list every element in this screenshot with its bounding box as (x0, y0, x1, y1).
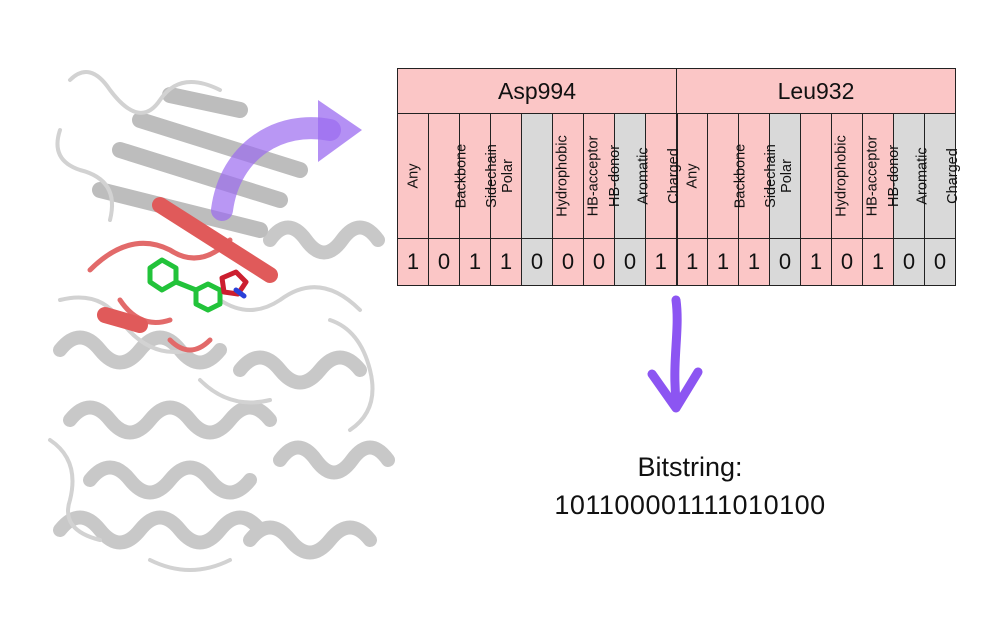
feature-cell-asp994-hb-acceptor: HB-acceptor (552, 113, 601, 239)
feature-cell-asp994-aromatic: Aromatic (614, 113, 652, 239)
bit-cell-leu932-charged: 0 (924, 238, 956, 286)
bit-cell-leu932-sidechain: 1 (738, 238, 770, 286)
interaction-fingerprint-table: Asp994 Leu932 Any Backbone Sidechain Polar H… (397, 68, 961, 286)
bit-cell-leu932-backbone: 1 (707, 238, 739, 286)
bit-cell-asp994-any: 1 (397, 238, 429, 286)
bitstring-value: 101100001111010100 (554, 490, 826, 520)
feature-cell-asp994-backbone: Backbone (428, 113, 469, 239)
feature-label: HB-donor (607, 144, 624, 208)
residue-header-leu932: Leu932 (676, 68, 956, 114)
feature-label: Polar (499, 159, 516, 193)
feature-label: Aromatic (914, 147, 931, 205)
feature-cell-asp994-sidechain: Sidechain (459, 113, 500, 239)
feature-label: Sidechain (483, 144, 500, 208)
feature-cell-leu932-sidechain: Sidechain (738, 113, 779, 239)
feature-cell-asp994-any: Any (397, 113, 429, 239)
bit-cell-asp994-hb-donor: 0 (583, 238, 615, 286)
feature-label: Aromatic (635, 147, 652, 205)
bitstring-label: Bitstring: (637, 452, 743, 482)
residue-header-asp994: Asp994 (397, 68, 677, 114)
feature-cell-leu932-hydrophobic: Hydrophobic (800, 113, 850, 239)
bit-cell-leu932-hb-acceptor: 0 (831, 238, 863, 286)
feature-label: HB-acceptor (864, 135, 881, 217)
feature-label: Polar (778, 159, 795, 193)
protein-structure-image (48, 70, 395, 572)
feature-cell-leu932-polar: Polar (769, 113, 801, 239)
feature-cell-leu932-hb-acceptor: HB-acceptor (831, 113, 880, 239)
feature-cell-leu932-any: Any (676, 113, 708, 239)
bit-cell-leu932-hydrophobic: 1 (800, 238, 832, 286)
feature-label: Hydrophobic (833, 135, 850, 217)
bit-cell-asp994-aromatic: 0 (614, 238, 646, 286)
feature-cell-asp994-hydrophobic: Hydrophobic (521, 113, 571, 239)
feature-cell-asp994-charged: Charged (645, 113, 682, 239)
feature-label: Any (405, 163, 421, 189)
feature-label-row: Any Backbone Sidechain Polar Hydrophobic HB-a… (397, 113, 961, 239)
feature-label: Sidechain (762, 144, 779, 208)
feature-label: Any (684, 163, 701, 189)
bit-cell-leu932-aromatic: 0 (893, 238, 925, 286)
feature-label: Charged (665, 148, 682, 204)
bit-cell-asp994-backbone: 0 (428, 238, 460, 286)
bit-cell-leu932-polar: 0 (769, 238, 801, 286)
feature-label: Backbone (453, 143, 470, 209)
feature-label: Backbone (732, 143, 749, 209)
residue-header-row: Asp994 Leu932 (397, 68, 956, 114)
bit-cell-asp994-charged: 1 (645, 238, 678, 286)
feature-label: HB-donor (886, 144, 903, 208)
bit-cell-asp994-hydrophobic: 0 (521, 238, 553, 286)
feature-label: HB-acceptor (585, 135, 602, 217)
down-arrow-icon (647, 295, 703, 413)
feature-cell-asp994-hb-donor: HB-donor (583, 113, 623, 239)
feature-cell-leu932-backbone: Backbone (707, 113, 748, 239)
bit-cell-asp994-hb-acceptor: 0 (552, 238, 584, 286)
feature-cell-asp994-polar: Polar (490, 113, 522, 239)
bit-cell-leu932-hb-donor: 1 (862, 238, 894, 286)
feature-cell-leu932-hb-donor: HB-donor (862, 113, 902, 239)
bit-cell-leu932-any: 1 (676, 238, 708, 286)
feature-label: Charged (944, 148, 961, 204)
bit-cell-asp994-polar: 1 (490, 238, 522, 286)
bit-cell-asp994-sidechain: 1 (459, 238, 491, 286)
feature-cell-leu932-aromatic: Aromatic (893, 113, 931, 239)
feature-label: Hydrophobic (554, 135, 571, 217)
feature-cell-leu932-charged: Charged (924, 113, 961, 239)
